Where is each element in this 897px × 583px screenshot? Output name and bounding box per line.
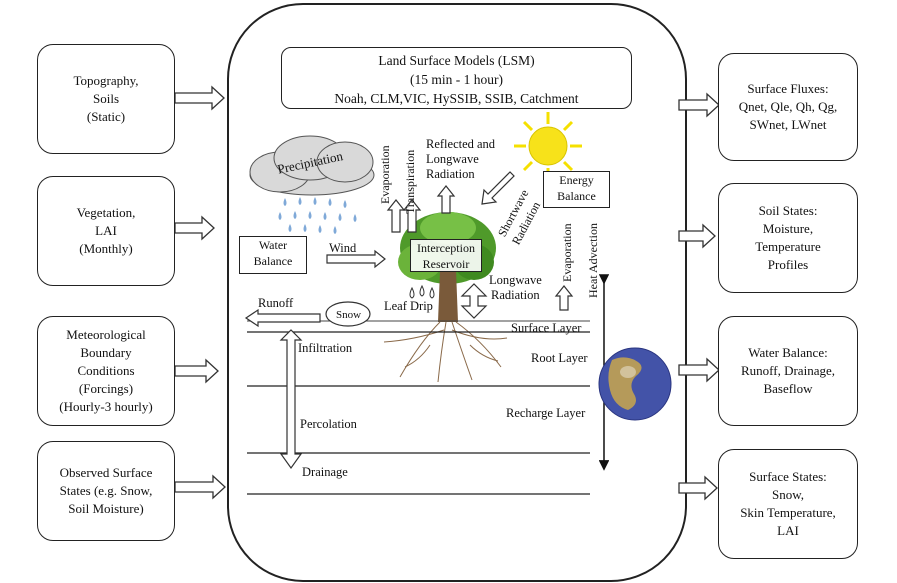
input-line: Vegetation, (76, 205, 136, 220)
output-line: Temperature (755, 239, 821, 254)
output-box-soil-states: Soil States: Moisture, Temperature Profi… (718, 183, 858, 293)
input-line: (Hourly-3 hourly) (59, 399, 153, 414)
output-arrows (678, 92, 720, 501)
input-box-observed: Observed Surface States (e.g. Snow, Soil… (37, 441, 175, 541)
input-box-topography: Topography, Soils (Static) (37, 44, 175, 154)
output-line: Snow, (771, 487, 804, 502)
output-line: LAI (777, 523, 799, 538)
recharge-layer-label: Recharge Layer (506, 406, 586, 420)
output-line: Baseflow (763, 381, 813, 396)
output-box-surface-fluxes: Surface Fluxes: Qnet, Qle, Qh, Qg, SWnet… (718, 53, 858, 161)
leaf-drip-label: Leaf Drip (384, 299, 433, 313)
lsm-title-box: Land Surface Models (LSM) (15 min - 1 ho… (281, 47, 632, 109)
reflected-label-1: Reflected and (426, 137, 496, 151)
transpiration-arrow (402, 199, 422, 233)
longwave-label-1: Longwave (489, 273, 542, 287)
output-line: Profiles (767, 257, 809, 272)
percolation-label: Percolation (300, 417, 357, 431)
longwave-label-2: Radiation (491, 288, 540, 302)
input-line: (Monthly) (79, 241, 133, 256)
lsm-container (227, 3, 687, 582)
surface-layer-label: Surface Layer (511, 321, 582, 335)
output-line: Runoff, Drainage, (741, 363, 835, 378)
infiltration-arrow (279, 329, 303, 470)
runoff-label: Runoff (258, 296, 294, 310)
output-box-water-balance: Water Balance: Runoff, Drainage, Baseflo… (718, 316, 858, 426)
globe-icon (598, 347, 672, 421)
output-line: Qnet, Qle, Qh, Qg, (738, 99, 838, 114)
interception-label-2: Reservoir (422, 257, 470, 271)
output-line: Water Balance: (748, 345, 828, 360)
wind-arrow (326, 249, 386, 269)
snow-shape (325, 301, 371, 327)
wind-label: Wind (329, 241, 357, 255)
input-line: (Static) (86, 109, 126, 124)
evaporation2-label: Evaporation (560, 223, 574, 282)
input-line: Boundary (80, 345, 132, 360)
cloud-icon (249, 135, 375, 196)
water-balance-label-1: Water (258, 238, 288, 252)
leaf-drip-icon (409, 284, 435, 299)
root-layer-label: Root Layer (531, 351, 588, 365)
water-balance-box: Water Balance (239, 236, 307, 274)
tree-icon (383, 212, 508, 383)
energy-balance-label-1: Energy (559, 173, 594, 187)
output-line: Soil States: (758, 203, 818, 218)
lsm-model-list: Noah, CLM,VIC, HySSIB, SSIB, Catchment (334, 91, 579, 106)
interception-reservoir-box: Interception Reservoir (410, 239, 482, 272)
input-line: Meteorological (66, 327, 146, 342)
interception-label-1: Interception (417, 241, 475, 255)
output-line: Surface States: (749, 469, 827, 484)
rain-icon (278, 197, 357, 234)
energy-balance-box: Energy Balance (543, 171, 610, 208)
input-line: LAI (95, 223, 117, 238)
layer-lines (247, 331, 590, 495)
infiltration-label: Infiltration (298, 341, 353, 355)
evaporation-label: Evaporation (378, 145, 392, 204)
evaporation2-arrow (554, 285, 574, 311)
input-box-meteorological: Meteorological Boundary Conditions (Forc… (37, 316, 175, 426)
input-line: (Forcings) (78, 381, 134, 396)
input-line: States (e.g. Snow, (59, 483, 153, 498)
runoff-arrow (244, 308, 321, 328)
drainage-label: Drainage (302, 465, 348, 479)
output-box-surface-states: Surface States: Snow, Skin Temperature, … (718, 449, 858, 559)
transpiration-label: Transpiration (403, 149, 417, 214)
sun-icon (514, 112, 582, 180)
shortwave-arrow (481, 171, 515, 205)
longwave-arrow (460, 283, 488, 319)
reflected-label-2: Longwave (426, 152, 479, 166)
input-arrows (174, 85, 226, 500)
output-line: Moisture, (762, 221, 814, 236)
input-line: Conditions (77, 363, 135, 378)
input-line: Soil Moisture) (68, 501, 144, 516)
output-line: Skin Temperature, (740, 505, 836, 520)
reflected-arrow (436, 185, 456, 214)
input-line: Observed Surface (59, 465, 153, 480)
heat-advection-label: Heat Advection (586, 223, 600, 298)
evaporation-arrow (386, 199, 406, 233)
water-balance-label-2: Balance (253, 254, 293, 268)
lsm-title: Land Surface Models (LSM) (378, 53, 535, 68)
reflected-label-3: Radiation (426, 167, 475, 181)
output-line: SWnet, LWnet (749, 117, 827, 132)
input-line: Soils (92, 91, 119, 106)
input-line: Topography, (73, 73, 139, 88)
lsm-timestep: (15 min - 1 hour) (410, 72, 503, 87)
input-box-vegetation: Vegetation, LAI (Monthly) (37, 176, 175, 286)
output-line: Surface Fluxes: (747, 81, 829, 96)
energy-balance-label-2: Balance (557, 189, 596, 203)
snow-label: Snow (336, 309, 362, 321)
